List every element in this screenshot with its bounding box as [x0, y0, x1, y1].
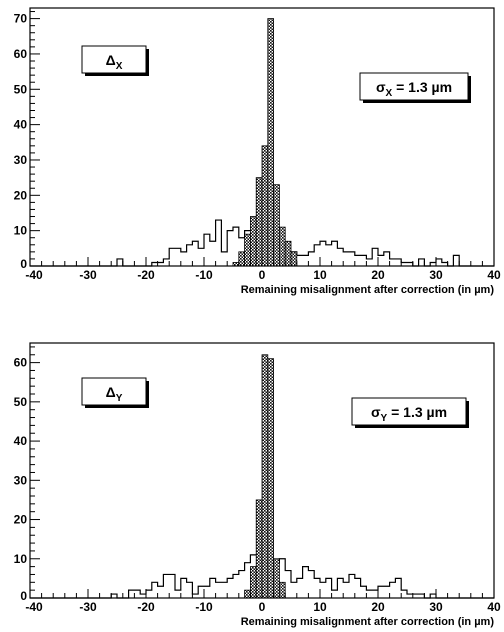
sigma-box-text: σX = 1.3 µm	[376, 79, 452, 99]
sigma-symbol: σ	[371, 404, 381, 420]
label-box-text: ΔX	[106, 52, 123, 72]
x-axis-label: Remaining misalignment after correction …	[241, 616, 495, 628]
y-tick-label: 30	[14, 473, 28, 487]
histogram-bar	[238, 251, 246, 267]
sigma-box: σY = 1.3 µm	[351, 397, 469, 428]
box-frame	[81, 377, 147, 406]
x-tick-label: 30	[429, 600, 443, 614]
x-tick-label: 10	[313, 600, 327, 614]
delta-subscript: Y	[116, 393, 123, 404]
x-tick-label: -20	[137, 268, 155, 282]
sigma-subscript: X	[386, 88, 393, 99]
histogram-bar	[267, 18, 274, 267]
delta-symbol: Δ	[106, 52, 116, 68]
plot-2: -40 -30 -20 -10 0 10 20 30 40 0 10 20 30 40 50 60 Remain…	[14, 342, 501, 628]
histogram-bar	[284, 240, 292, 267]
sigma-value: = 1.3 µm	[392, 79, 452, 95]
histogram-bar	[278, 226, 286, 267]
sigma-symbol: σ	[376, 79, 386, 95]
sigma-value: = 1.3 µm	[387, 404, 447, 420]
histogram-bar	[255, 499, 263, 599]
sigma-box: σX = 1.3 µm	[359, 72, 471, 103]
y-tick-label: 50	[14, 395, 28, 409]
x-tick-label: 0	[259, 600, 266, 614]
y-tick-label: 20	[14, 513, 28, 527]
x-tick-label: -10	[195, 268, 213, 282]
y-tick-label: 70	[14, 12, 28, 26]
sigma-subscript: Y	[381, 413, 388, 424]
histogram-bar	[244, 233, 251, 267]
y-tick-label: 0	[20, 257, 27, 271]
sigma-box-text: σY = 1.3 µm	[371, 404, 447, 424]
box-frame	[351, 397, 467, 426]
histogram-bar	[261, 354, 269, 599]
x-tick-label: 30	[429, 268, 443, 282]
y-tick-label: 10	[14, 224, 28, 238]
y-tick-label: 60	[14, 356, 28, 370]
y-tick-label: 20	[14, 188, 28, 202]
x-tick-label: -40	[25, 268, 43, 282]
y-tick-label: 60	[14, 47, 28, 61]
plot-1: -40 -30 -20 -10 0 10 20 30 40 0 10 20 30 40 50 60 70 Rema…	[14, 7, 501, 296]
x-tick-label: 20	[371, 600, 385, 614]
histogram-bar	[249, 566, 257, 599]
x-tick-label: -10	[195, 600, 213, 614]
histogram-bar	[267, 358, 274, 599]
x-tick-label: 40	[487, 600, 501, 614]
x-tick-label: -40	[25, 600, 43, 614]
label-box: ΔY	[81, 377, 149, 408]
y-tick-label: 50	[14, 82, 28, 96]
histogram-bar	[290, 251, 298, 267]
y-tick-label: 10	[14, 552, 28, 566]
histogram-bar	[261, 145, 269, 267]
x-tick-label: 0	[259, 268, 266, 282]
box-frame	[359, 72, 469, 101]
histogram-bar	[273, 184, 280, 267]
x-tick-label: -30	[79, 600, 97, 614]
histogram-bar	[255, 177, 263, 267]
y-tick-label: 40	[14, 434, 28, 448]
delta-symbol: Δ	[106, 384, 116, 400]
x-axis-label: Remaining misalignment after correction …	[241, 284, 495, 296]
x-tick-label: 20	[371, 268, 385, 282]
x-tick-label: 40	[487, 268, 501, 282]
histogram-bar	[249, 216, 257, 267]
label-box: ΔX	[81, 45, 149, 76]
x-tick-label: -20	[137, 600, 155, 614]
y-tick-label: 40	[14, 118, 28, 132]
histogram-bar	[273, 558, 280, 599]
filled-histogram	[232, 18, 298, 267]
histogram-bar	[244, 589, 251, 599]
delta-subscript: X	[116, 61, 123, 72]
box-frame	[81, 45, 147, 74]
y-tick-label: 30	[14, 153, 28, 167]
histogram-bar	[278, 581, 286, 599]
x-tick-label: 10	[313, 268, 327, 282]
label-box-text: ΔY	[106, 384, 123, 404]
x-tick-label: -30	[79, 268, 97, 282]
y-tick-label: 0	[20, 589, 27, 603]
